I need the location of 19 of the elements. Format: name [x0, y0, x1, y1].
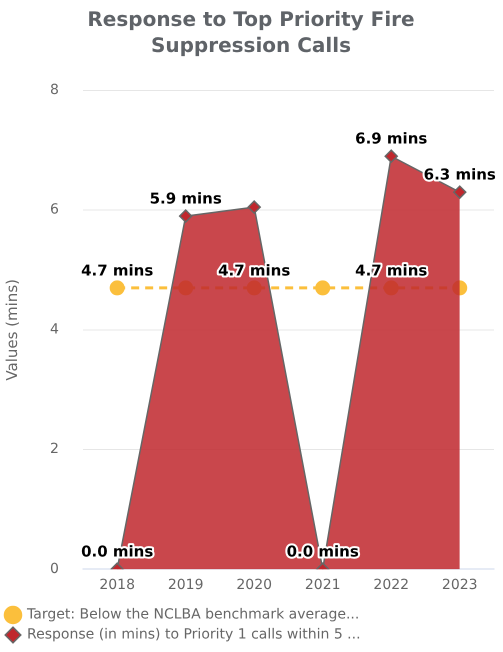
x-tick-label: 2018	[99, 577, 135, 594]
y-tick-label: 8	[50, 82, 59, 98]
data-label: 6.9 mins	[355, 130, 428, 148]
chart-title: Response to Top Priority Fire Suppression Calls	[86, 6, 416, 58]
legend-label: Target: Below the NCLBA benchmark average...	[26, 606, 360, 623]
x-tick-label: 2020	[236, 577, 272, 594]
y-axis-title: Values (mins)	[2, 279, 21, 381]
y-tick-label: 2	[50, 441, 59, 458]
y-tick-label: 4	[50, 321, 59, 338]
x-tick-label: 2019	[168, 577, 204, 594]
data-label: 4.7 mins	[81, 261, 154, 280]
legend-label: Response (in mins) to Priority 1 calls within 5 ...	[27, 626, 361, 643]
x-tick-label: 2023	[442, 577, 478, 594]
y-tick-label: 6	[50, 202, 59, 218]
x-tick-label: 2022	[373, 577, 410, 594]
data-label: 5.9 mins	[150, 189, 222, 208]
y-tick-label: 0	[50, 560, 59, 577]
x-tick-label: 2021	[304, 577, 341, 594]
data-label: 6.3 mins	[424, 166, 496, 184]
